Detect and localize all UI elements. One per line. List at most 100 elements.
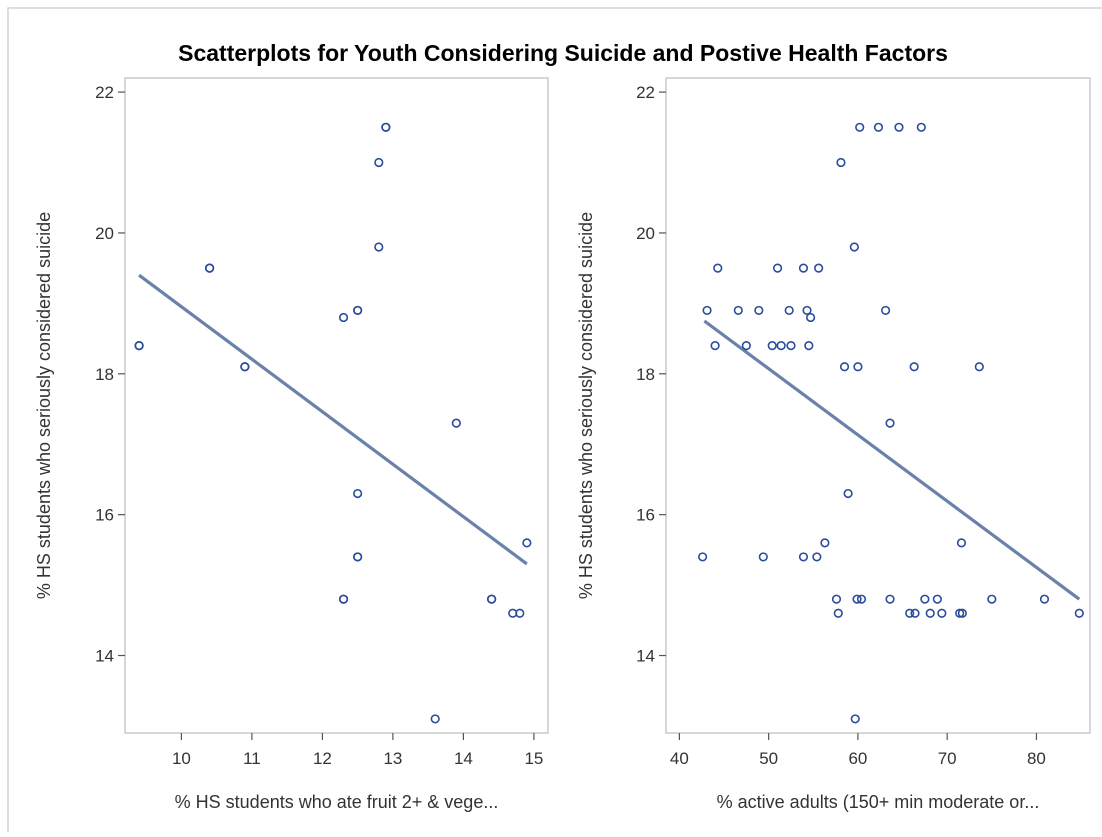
regression-line (138, 273, 528, 566)
scatter-point (338, 594, 349, 604)
scatter-point (758, 552, 768, 562)
scatter-point (205, 263, 215, 273)
scatter-point (1039, 594, 1050, 604)
y-tick-label: 16 (95, 506, 114, 525)
scatter-point (873, 122, 884, 132)
y-tick-label: 18 (95, 365, 114, 384)
x-tick-label: 50 (759, 749, 778, 768)
y-tick-label: 14 (95, 647, 114, 666)
scatter-point (487, 594, 497, 604)
scatter-point (713, 263, 723, 273)
y-tick-label: 22 (636, 83, 655, 102)
scatter-point (806, 312, 816, 323)
scatter-point (134, 341, 144, 351)
left-scatter-panel: 14 16 18 20 22 10 11 12 13 14 15 % HS students who … (34, 77, 549, 812)
scatter-point (880, 305, 891, 316)
scatter-point (925, 608, 935, 618)
scatter-point (733, 305, 743, 316)
scatter-point (374, 157, 384, 168)
x-tick-label: 60 (848, 749, 867, 768)
scatter-point (855, 122, 865, 132)
scatter-point (338, 312, 349, 323)
scatter-point (909, 362, 919, 372)
x-tick-label: 80 (1027, 749, 1046, 768)
x-tick-label: 70 (938, 749, 957, 768)
y-axis-label: % HS students who seriously considered s… (576, 212, 596, 599)
scatter-point (885, 418, 895, 428)
x-tick-label: 40 (670, 749, 689, 768)
scatter-point (814, 263, 824, 273)
scatter-point (798, 263, 809, 273)
scatter-point (957, 608, 967, 618)
y-tick-label: 14 (636, 647, 655, 666)
y-axis-label: % HS students who seriously considered s… (34, 212, 54, 599)
y-tick-label: 16 (636, 506, 655, 525)
right-scatter-panel: 14 16 18 20 22 40 50 60 70 80 % active adults (150… (576, 77, 1091, 812)
scatter-point (905, 608, 915, 618)
scatter-point (853, 362, 863, 372)
scatter-point (833, 608, 843, 618)
scatter-point (784, 305, 794, 316)
scatter-point (1074, 608, 1084, 618)
scatter-point (802, 305, 812, 316)
y-tick-label: 20 (636, 224, 655, 243)
scatter-point (843, 488, 853, 499)
scatter-point (353, 552, 363, 562)
scatter-point (353, 305, 363, 316)
scatter-point (836, 157, 846, 168)
scatter-point (849, 242, 859, 252)
scatter-point (776, 341, 786, 351)
scatter-point (987, 594, 997, 604)
scatter-point (430, 714, 440, 724)
scatter-point (856, 594, 867, 604)
scatter-point (910, 608, 920, 618)
x-axis-label: % HS students who ate fruit 2+ & vege... (175, 792, 499, 812)
scatter-point (451, 418, 461, 428)
scatter-point (515, 608, 525, 618)
scatter-point (798, 552, 809, 562)
scatter-point (850, 714, 860, 724)
x-tick-label: 15 (524, 749, 543, 768)
scatter-point (885, 594, 895, 604)
scatter-point (916, 122, 926, 132)
scatter-point (240, 362, 250, 372)
scatter-point (754, 305, 764, 316)
scatter-point (839, 362, 850, 372)
scatter-point (831, 594, 842, 604)
y-tick-label: 20 (95, 224, 114, 243)
scatter-point (710, 341, 720, 351)
scatter-point (741, 341, 751, 351)
scatter-point (767, 341, 777, 351)
scatter-point (697, 552, 708, 562)
y-tick-label: 22 (95, 83, 114, 102)
y-tick-label: 18 (636, 365, 655, 384)
regression-line (703, 319, 1081, 601)
scatter-point (955, 608, 965, 618)
x-tick-label: 13 (383, 749, 402, 768)
scatter-point (522, 538, 532, 548)
scatter-point (932, 594, 942, 604)
scatter-point (937, 608, 947, 618)
scatter-point (974, 362, 984, 372)
x-tick-label: 11 (243, 749, 261, 768)
scatter-point (894, 122, 904, 132)
scatter-point (353, 488, 363, 499)
figure-title: Scatterplots for Youth Considering Suici… (178, 40, 948, 66)
scatter-point (381, 122, 391, 132)
plot-area (665, 77, 1091, 734)
x-tick-label: 10 (172, 749, 191, 768)
x-tick-label: 14 (454, 749, 473, 768)
scatter-point (852, 594, 862, 604)
x-tick-label: 12 (313, 749, 332, 768)
scatter-point (812, 552, 822, 562)
scatter-point (786, 341, 796, 351)
plot-area (124, 77, 549, 734)
figure-border (7, 7, 1102, 837)
scatter-point (820, 538, 830, 548)
scatter-point (772, 263, 783, 273)
x-axis-label: % active adults (150+ min moderate or... (717, 792, 1040, 812)
scatter-point (702, 305, 712, 316)
scatter-point (920, 594, 930, 604)
